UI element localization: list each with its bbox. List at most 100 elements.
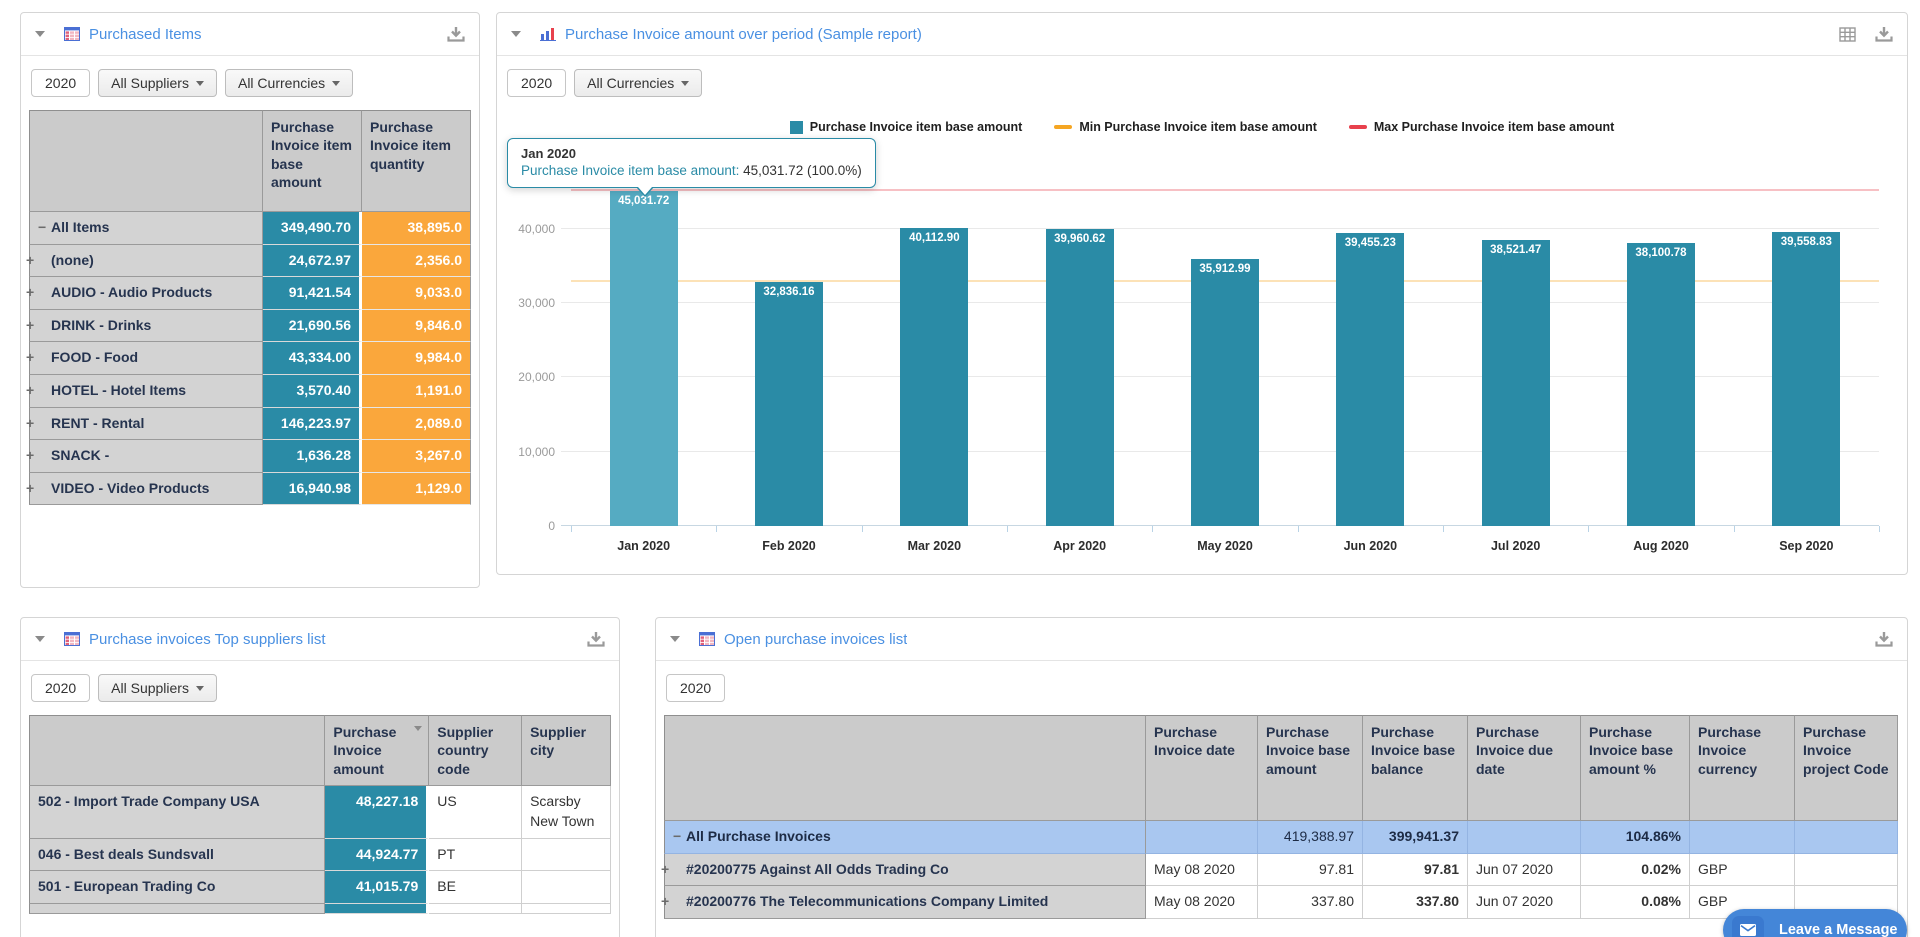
year-filter[interactable]: 2020: [666, 674, 726, 702]
row-label-cell[interactable]: + #20200775 Against All Odds Trading Co: [661, 853, 1146, 887]
row-label: VIDEO - Video Products: [51, 479, 210, 496]
year-filter[interactable]: 2020: [31, 69, 91, 97]
panel-invoice-chart: Purchase Invoice amount over period (Sam…: [496, 12, 1908, 575]
bar-feb-2020[interactable]: 32,836.16: [755, 281, 823, 526]
table-row: 501 - European Trading Co 41,015.79 BE: [29, 871, 611, 904]
panel-title[interactable]: Purchase Invoice amount over period (Sam…: [565, 25, 922, 43]
row-label-cell[interactable]: + #20200776 The Telecommunications Compan…: [661, 886, 1146, 919]
row-label-cell[interactable]: + SNACK -: [26, 440, 263, 473]
expand-row-icon[interactable]: +: [26, 381, 35, 398]
year-filter[interactable]: 2020: [31, 674, 91, 702]
row-label-cell[interactable]: 502 - Import Trade Company USA: [29, 786, 326, 839]
row-label: All Items: [51, 219, 110, 235]
x-axis-tick: [1733, 526, 1735, 532]
bar-jan-2020[interactable]: 45,031.72: [609, 191, 678, 526]
legend-item-base-amount[interactable]: Purchase Invoice item base amount: [789, 120, 1022, 134]
legend-item-max[interactable]: Max Purchase Invoice item base amount: [1348, 120, 1614, 134]
column-header[interactable]: Purchase Invoice base amount: [1258, 715, 1363, 821]
row-label-cell[interactable]: + AUDIO - Audio Products: [26, 277, 263, 310]
expand-row-icon[interactable]: +: [661, 893, 670, 910]
column-header[interactable]: Supplier city: [522, 715, 611, 787]
column-header[interactable]: Purchase Invoice project Code: [1795, 715, 1898, 821]
column-header[interactable]: Purchase Invoice due date: [1468, 715, 1581, 821]
download-icon[interactable]: [1875, 26, 1893, 42]
y-tick-label: 40,000: [518, 221, 555, 236]
row-label-cell[interactable]: + FOOD - Food: [26, 342, 263, 375]
expand-row-icon[interactable]: +: [661, 860, 670, 877]
expand-row-icon[interactable]: +: [26, 316, 35, 333]
row-label-cell[interactable]: − All Purchase Invoices: [664, 821, 1146, 854]
row-label-cell[interactable]: 501 - European Trading Co: [29, 871, 326, 904]
bar-may-2020[interactable]: 35,912.99: [1191, 259, 1259, 526]
table-row: + #20200776 The Telecommunications Compan…: [661, 886, 1898, 919]
collapse-row-icon[interactable]: −: [673, 828, 682, 844]
column-header[interactable]: Purchase Invoice base amount %: [1581, 715, 1690, 821]
bar-sep-2020[interactable]: 39,558.83: [1772, 231, 1841, 526]
year-filter[interactable]: 2020: [507, 69, 567, 97]
row-label-cell[interactable]: 046 - Best deals Sundsvall: [29, 838, 326, 872]
row-label-cell[interactable]: + (none): [26, 244, 263, 278]
expand-row-icon[interactable]: +: [26, 414, 35, 431]
column-header[interactable]: [29, 715, 326, 787]
panel-title[interactable]: Open purchase invoices list: [724, 630, 908, 648]
row-label-wrap: + AUDIO - Audio Products: [26, 283, 254, 303]
filters-row: 2020 All Currencies: [497, 56, 1907, 110]
column-header[interactable]: Purchase Invoice currency: [1690, 715, 1795, 821]
row-label-cell[interactable]: + HOTEL - Hotel Items: [26, 374, 263, 408]
collapse-caret-icon[interactable]: [35, 636, 45, 642]
sort-desc-icon[interactable]: [414, 726, 423, 731]
leave-a-message-button[interactable]: Leave a Message: [1723, 909, 1907, 937]
collapse-caret-icon[interactable]: [35, 31, 45, 37]
bar-chart-icon: [540, 27, 556, 41]
download-icon[interactable]: [587, 631, 605, 647]
suppliers-filter[interactable]: All Suppliers: [98, 69, 217, 97]
bar-jun-2020[interactable]: 39,455.23: [1336, 232, 1405, 526]
row-label-cell[interactable]: + DRINK - Drinks: [26, 309, 263, 343]
bar-jul-2020[interactable]: 38,521.47: [1481, 239, 1550, 526]
base-amount-cell: 24,672.97: [263, 244, 362, 278]
expand-row-icon[interactable]: +: [26, 284, 35, 301]
row-label-cell[interactable]: + VIDEO - Video Products: [26, 472, 263, 506]
download-icon[interactable]: [447, 26, 465, 42]
expand-row-icon[interactable]: +: [26, 251, 35, 268]
x-axis-tick: [1007, 526, 1008, 532]
row-label-cell[interactable]: − All Items: [29, 212, 263, 245]
suppliers-filter[interactable]: All Suppliers: [98, 674, 217, 702]
currencies-filter[interactable]: All Currencies: [224, 69, 354, 97]
bar-aug-2020[interactable]: 38,100.78: [1627, 242, 1695, 526]
expand-row-icon[interactable]: +: [26, 447, 35, 464]
base-balance-cell: 399,941.37: [1363, 821, 1468, 854]
bar-apr-2020[interactable]: 39,960.62: [1045, 228, 1114, 526]
table-view-icon[interactable]: [1839, 26, 1856, 42]
column-header[interactable]: [29, 110, 263, 212]
collapse-caret-icon[interactable]: [670, 636, 680, 642]
panel-title[interactable]: Purchase invoices Top suppliers list: [89, 630, 326, 648]
collapse-caret-icon[interactable]: [511, 31, 521, 37]
column-header[interactable]: Purchase Invoice item base amount: [263, 110, 362, 212]
column-header[interactable]: Supplier country code: [429, 715, 523, 787]
base-amount-cell: 146,223.97: [263, 407, 362, 441]
column-header[interactable]: Purchase Invoice amount: [325, 715, 430, 787]
expand-row-icon[interactable]: +: [26, 479, 35, 496]
table-row-partial: [29, 903, 611, 914]
bar-mar-2020[interactable]: 40,112.90: [900, 227, 969, 526]
legend-item-min[interactable]: Min Purchase Invoice item base amount: [1054, 120, 1317, 134]
collapse-row-icon[interactable]: −: [38, 219, 47, 235]
table-widget-icon: [64, 632, 80, 646]
table-row: + RENT - Rental 146,223.97 2,089.0: [26, 407, 471, 441]
row-label-cell[interactable]: + RENT - Rental: [26, 407, 263, 441]
panel-title[interactable]: Purchased Items: [89, 25, 202, 43]
download-icon[interactable]: [1875, 631, 1893, 647]
x-axis-tick: [861, 526, 863, 532]
row-label-wrap: + FOOD - Food: [26, 348, 254, 368]
expand-row-icon[interactable]: +: [26, 349, 35, 366]
column-header[interactable]: Purchase Invoice base balance: [1363, 715, 1468, 821]
column-header[interactable]: Purchase Invoice item quantity: [362, 110, 471, 212]
row-label-wrap: + VIDEO - Video Products: [26, 479, 254, 499]
quantity-cell: 2,356.0: [362, 244, 471, 278]
column-header[interactable]: [664, 715, 1146, 821]
column-header[interactable]: Purchase Invoice date: [1146, 715, 1258, 821]
currencies-filter[interactable]: All Currencies: [574, 69, 703, 97]
table-row: + AUDIO - Audio Products 91,421.54 9,033.0: [26, 277, 471, 310]
bar-value-label: 45,031.72: [618, 195, 670, 208]
